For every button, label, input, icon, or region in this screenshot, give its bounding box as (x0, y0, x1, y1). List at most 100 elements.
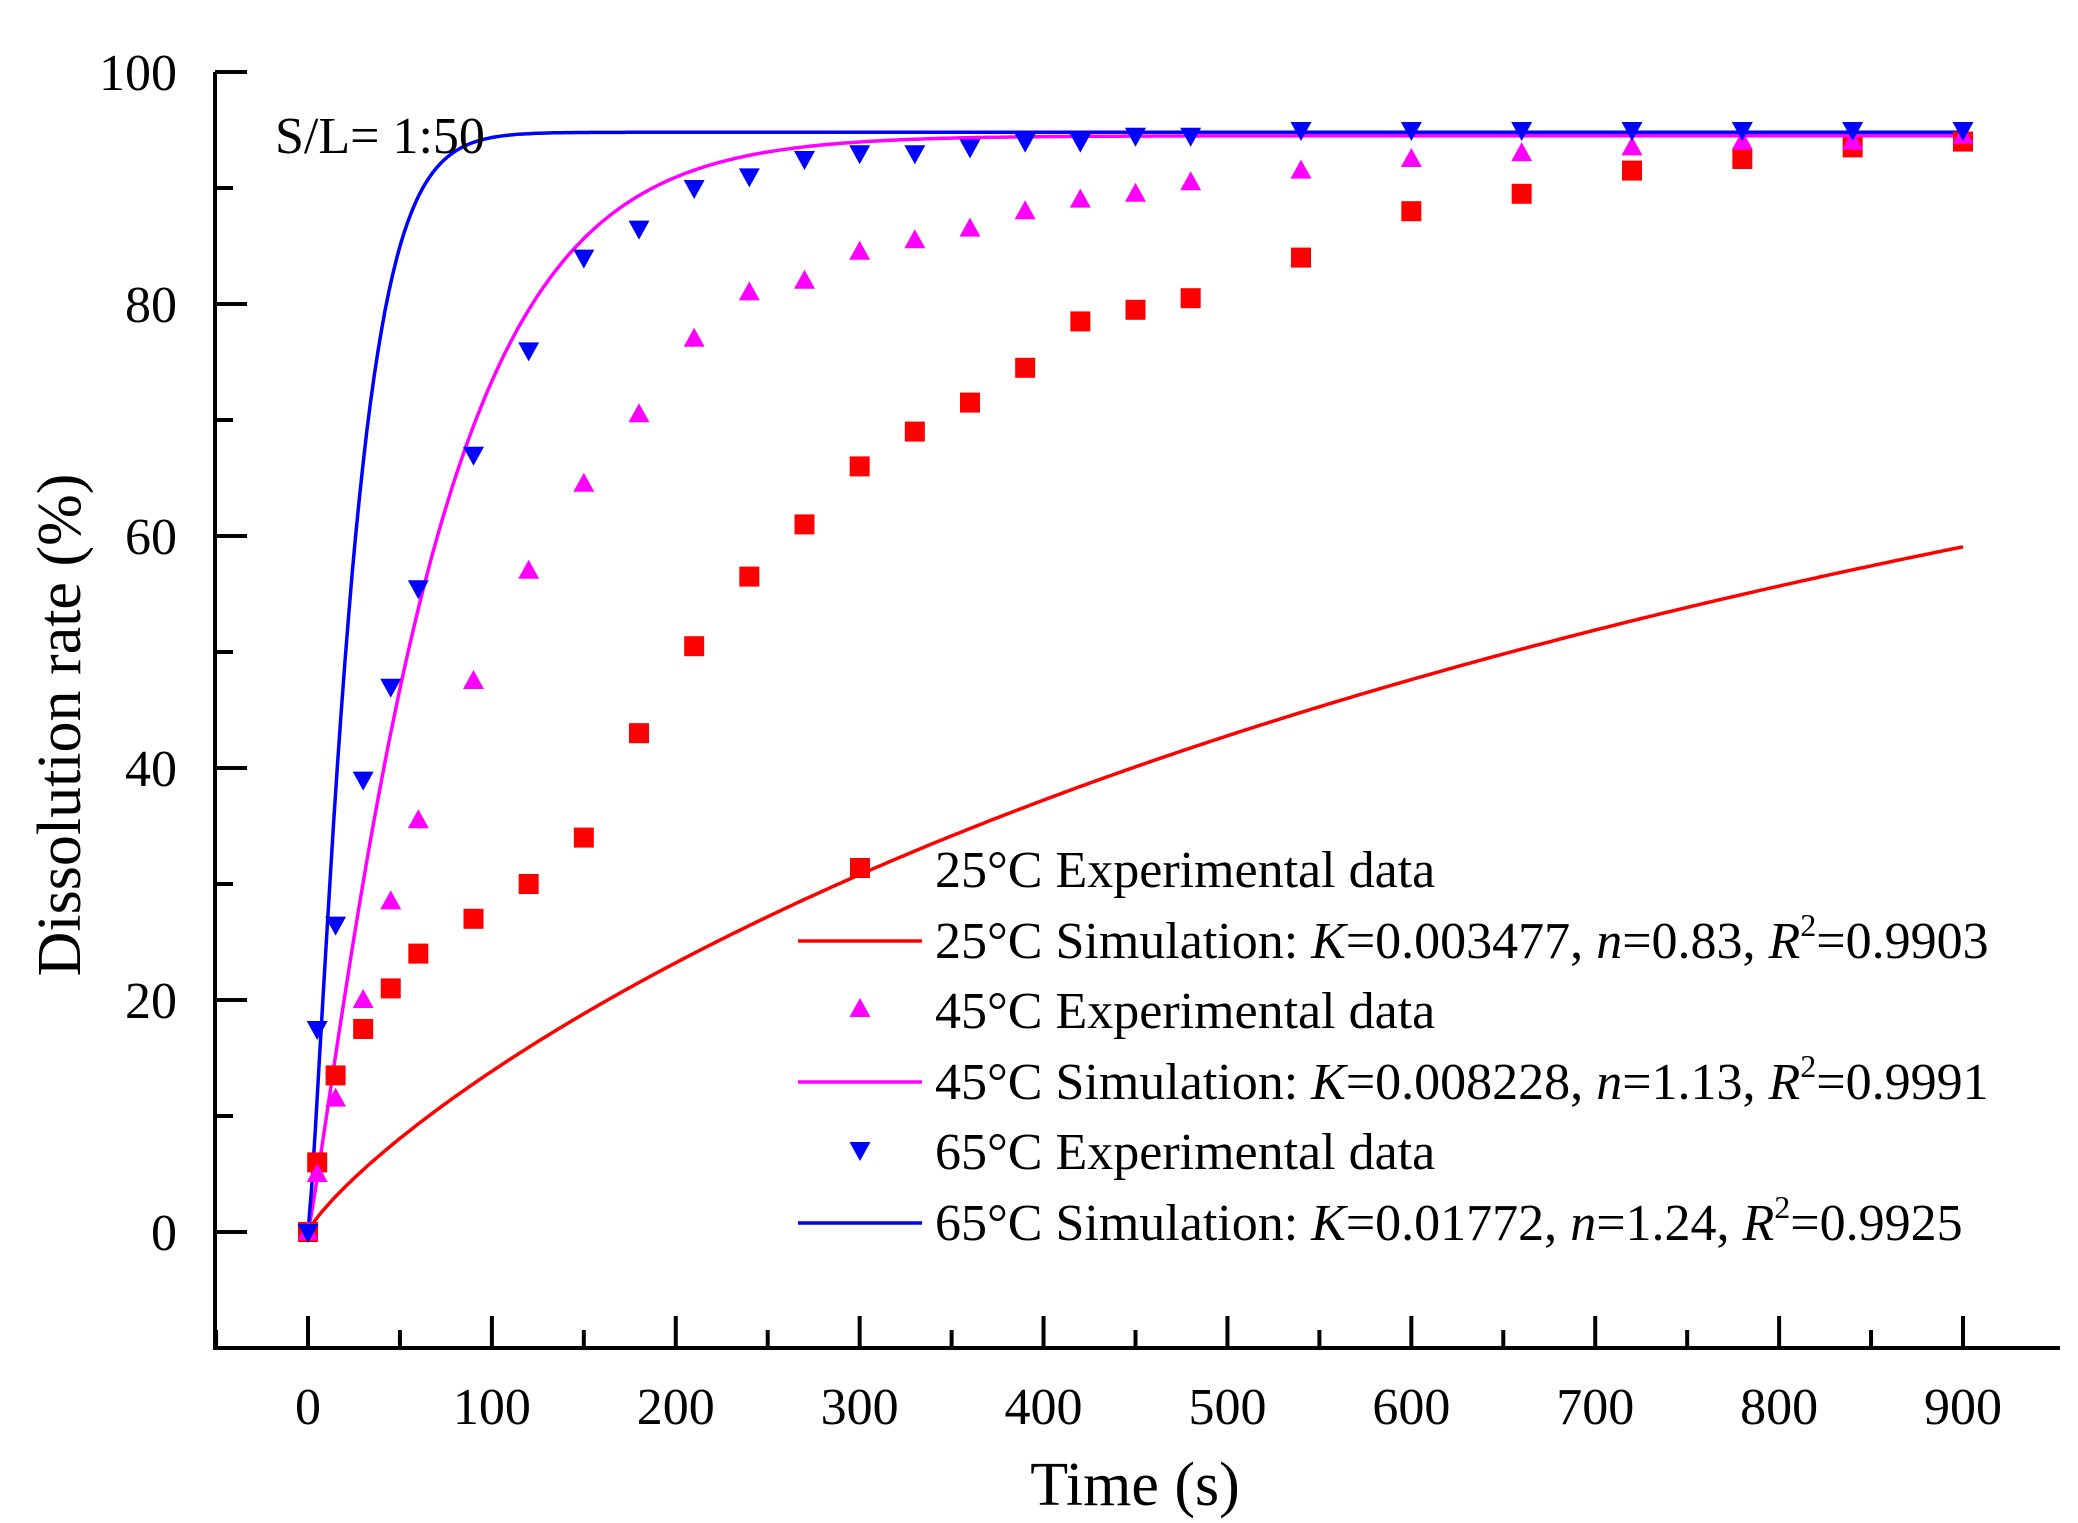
data-point (325, 916, 347, 936)
data-point (1842, 122, 1864, 141)
x-tick-label: 700 (1556, 1379, 1634, 1436)
x-tick-label: 500 (1188, 1379, 1266, 1436)
data-point (904, 229, 926, 249)
data-point (959, 217, 981, 237)
legend-marker (849, 1142, 871, 1161)
data-point (1180, 171, 1202, 191)
y-tick-label: 80 (125, 277, 177, 334)
data-point (1290, 122, 1312, 141)
y-tick-label: 60 (125, 509, 177, 566)
data-point (1291, 247, 1311, 268)
data-point (738, 281, 760, 301)
data-point (849, 240, 871, 260)
legend: 25°C Experimental data 25°C Simulation: K… (798, 842, 1989, 1252)
data-point (407, 809, 429, 829)
series-triangle-up (297, 124, 1974, 1240)
data-point (1015, 357, 1036, 378)
legend-marker (850, 858, 870, 878)
data-point (628, 403, 650, 423)
data-point (1511, 122, 1533, 141)
data-point (408, 943, 429, 964)
x-axis-title: Time (s) (1030, 1451, 1240, 1519)
data-point (1125, 127, 1146, 147)
y-tick-label: 0 (151, 1205, 177, 1262)
data-point (739, 566, 760, 587)
data-point (794, 514, 815, 535)
data-point (573, 249, 595, 269)
data-point (1511, 142, 1533, 162)
data-point (628, 220, 650, 240)
data-point (1180, 127, 1202, 147)
data-point (463, 908, 484, 929)
data-point (325, 1087, 347, 1107)
legend-label: 45°C Simulation: K=0.008228, n=1.13, R2=… (935, 1048, 1989, 1111)
data-point (1401, 201, 1422, 222)
data-point (306, 1163, 328, 1182)
experimental-points (297, 122, 1974, 1243)
legend-marker (849, 998, 871, 1017)
data-point (325, 1065, 346, 1086)
data-point (1125, 299, 1146, 320)
data-point (1400, 122, 1422, 141)
data-point (307, 1152, 328, 1173)
x-ticks: 0 100 200 300 400 500 600 700 800 900 (214, 1316, 2002, 1436)
data-point (794, 151, 815, 170)
data-point (1731, 122, 1753, 141)
data-point (1290, 159, 1312, 179)
data-point (1511, 183, 1532, 204)
y-tick-label: 100 (99, 45, 177, 102)
series-triangle-down (297, 122, 1974, 1243)
data-point (629, 723, 649, 744)
legend-label: 25°C Experimental data (935, 842, 1435, 899)
x-tick-label: 0 (295, 1379, 321, 1436)
data-point (463, 446, 484, 466)
data-point (683, 327, 705, 347)
data-point (1069, 133, 1091, 153)
data-point (1014, 133, 1036, 153)
data-point (380, 978, 401, 999)
data-point (463, 670, 484, 689)
x-tick-label: 100 (453, 1379, 531, 1436)
data-point (573, 827, 594, 848)
legend-label: 25°C Simulation: K=0.003477, n=0.83, R2=… (935, 907, 1989, 970)
data-point (1069, 188, 1091, 208)
data-point (1952, 122, 1974, 141)
data-point (904, 421, 925, 442)
x-tick-label: 300 (821, 1379, 899, 1436)
data-point (960, 392, 980, 413)
data-point (683, 180, 705, 199)
data-point (352, 771, 374, 791)
data-point (353, 1019, 374, 1039)
annotation-sl-ratio: S/L= 1:50 (275, 108, 485, 165)
data-point (1622, 160, 1642, 181)
data-point (573, 472, 595, 492)
data-point (352, 989, 374, 1008)
data-point (684, 636, 705, 657)
data-point (849, 145, 871, 165)
data-point (518, 342, 540, 362)
data-point (1732, 149, 1753, 169)
y-axis-title: Dissolution rate (%) (26, 474, 94, 977)
x-tick-label: 800 (1740, 1379, 1818, 1436)
legend-label: 45°C Experimental data (935, 983, 1435, 1040)
data-point (1400, 148, 1422, 167)
data-point (306, 1021, 328, 1040)
y-ticks: 0 20 40 60 80 100 (99, 45, 247, 1350)
simulation-curve (306, 545, 1964, 1233)
data-point (1621, 136, 1643, 156)
data-point (904, 145, 926, 165)
legend-label: 65°C Experimental data (935, 1124, 1435, 1181)
data-point (1014, 200, 1036, 220)
data-point (1180, 288, 1201, 309)
x-tick-label: 400 (1005, 1379, 1083, 1436)
x-tick-label: 600 (1372, 1379, 1450, 1436)
data-point (738, 168, 760, 188)
data-point (297, 1224, 319, 1243)
data-point (380, 678, 402, 698)
y-tick-label: 40 (125, 741, 177, 798)
x-tick-label: 900 (1924, 1379, 2002, 1436)
data-point (1070, 311, 1091, 332)
y-tick-label: 20 (125, 973, 177, 1030)
x-tick-label: 200 (637, 1379, 715, 1436)
